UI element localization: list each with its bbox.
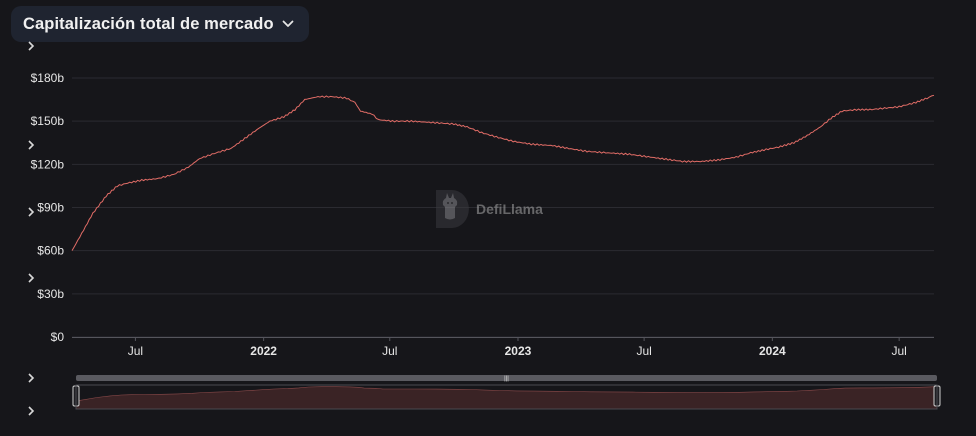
chevron-right-icon bbox=[28, 406, 35, 416]
metric-selector-label: Capitalización total de mercado bbox=[23, 14, 274, 33]
y-tick-label: $120b bbox=[31, 157, 65, 171]
chevron-right-icon bbox=[28, 373, 35, 383]
time-range-slider[interactable]: ||| bbox=[72, 375, 941, 410]
y-tick-label: $90b bbox=[37, 201, 64, 215]
market-cap-series-line bbox=[71, 94, 935, 251]
y-tick-label: $60b bbox=[37, 244, 64, 258]
x-tick-label: 2024 bbox=[759, 344, 786, 358]
chevron-right-icon bbox=[28, 41, 35, 51]
x-tick-label: 2022 bbox=[250, 344, 277, 358]
x-tick-label: 2023 bbox=[505, 344, 532, 358]
chevron-right-icon bbox=[28, 140, 35, 150]
slider-top-bar[interactable] bbox=[76, 375, 937, 381]
x-tick-label: Jul bbox=[128, 344, 143, 358]
x-tick-label: Jul bbox=[891, 344, 906, 358]
slider-preview-area bbox=[75, 386, 938, 410]
watermark-text: DefiLlama bbox=[476, 201, 543, 217]
y-tick-label: $150b bbox=[31, 114, 65, 128]
x-tick-label: Jul bbox=[382, 344, 397, 358]
defillama-watermark: DefiLlama bbox=[434, 188, 543, 230]
chevron-right-icon bbox=[28, 273, 35, 283]
x-tick-label: Jul bbox=[636, 344, 651, 358]
chevron-right-icon bbox=[28, 207, 35, 217]
llama-logo-icon bbox=[436, 190, 469, 228]
y-tick-label: $30b bbox=[37, 287, 64, 301]
y-tick-label: $0 bbox=[51, 330, 65, 344]
slider-frame bbox=[75, 384, 938, 410]
slider-grip-icon[interactable]: ||| bbox=[504, 376, 509, 382]
y-tick-label: $180b bbox=[31, 71, 65, 85]
metric-selector-dropdown[interactable]: Capitalización total de mercado bbox=[11, 6, 309, 42]
chevron-down-icon bbox=[281, 17, 295, 31]
